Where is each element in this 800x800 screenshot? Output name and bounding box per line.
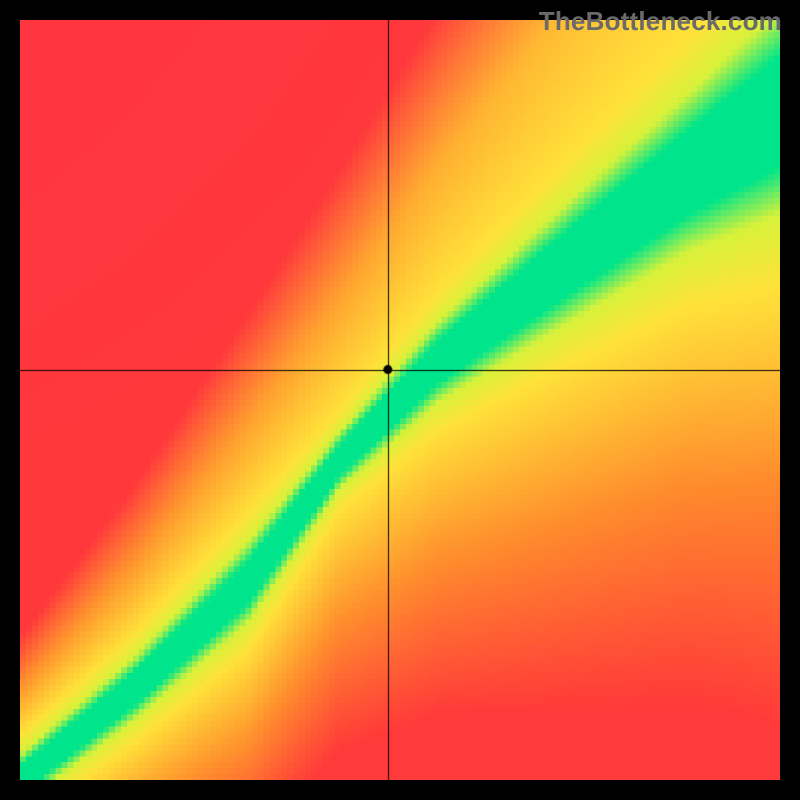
watermark-text: TheBottleneck.com (539, 6, 782, 37)
chart-container: { "watermark": { "text": "TheBottleneck.… (0, 0, 800, 800)
bottleneck-heatmap (20, 20, 780, 780)
